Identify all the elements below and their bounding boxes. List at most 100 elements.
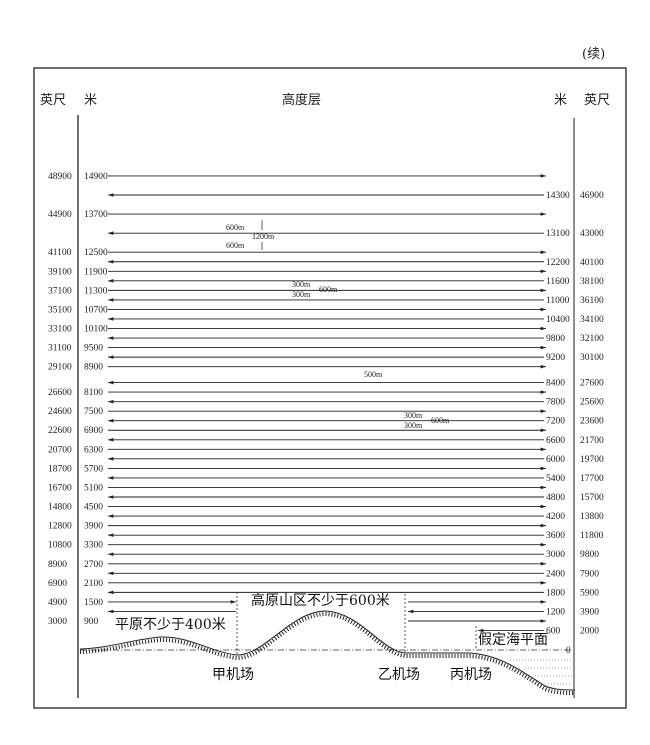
left-m-label: 10100: [84, 325, 108, 335]
left-ft-label: 22600: [48, 426, 72, 436]
airport-c-label: 丙机场: [450, 667, 492, 683]
right-ft-label: 25600: [580, 398, 604, 408]
left-ft-label: 41100: [48, 248, 72, 258]
left-ft-label: 20700: [48, 445, 72, 455]
plateau-label: 高原山区不少于600米: [251, 592, 390, 609]
left-ft-label: 4900: [48, 598, 67, 608]
levels: 48900 14900 44900 13700 41100 12500 39100 11900…: [48, 172, 604, 637]
right-m-label: 4200: [546, 512, 565, 522]
left-ft-label: 37100: [48, 286, 72, 296]
sea-level-label: 假定海平面: [478, 632, 548, 648]
right-m-label: 11000: [546, 296, 570, 306]
frame: [33, 67, 627, 709]
right-m-label: 14300: [546, 191, 570, 201]
left-m-label: 5100: [84, 483, 103, 493]
right-m-label: 9800: [546, 334, 565, 344]
right-m-label: 7200: [546, 417, 565, 427]
right-ft-label: 5900: [580, 588, 599, 598]
right-m-label: 13100: [546, 229, 570, 239]
left-ft-label: 12800: [48, 522, 72, 532]
left-m-label: 6900: [84, 426, 103, 436]
right-m-label: 6000: [546, 455, 565, 465]
left-m-label: 7500: [84, 407, 103, 417]
left-ft-label: 14800: [48, 503, 72, 513]
left-m-label: 8100: [84, 388, 103, 398]
plain-label: 平原不少于400米: [115, 617, 226, 633]
separation-annotation-3: 500m: [364, 370, 383, 379]
left-m-label: 13700: [84, 210, 108, 220]
right-ft-label: 38100: [580, 277, 604, 287]
left-m-label: 4500: [84, 503, 103, 513]
right-ft-label: 17700: [580, 474, 604, 484]
separation-annotation-1: 600m 1200m 600m: [226, 220, 275, 250]
right-m-label: 5400: [546, 474, 565, 484]
svg-text:600m: 600m: [431, 416, 450, 425]
left-m-label: 2100: [84, 579, 103, 589]
left-m-label: 11900: [84, 267, 108, 277]
right-ft-label: 13800: [580, 512, 604, 522]
right-m-label: 10400: [546, 315, 570, 325]
left-m-label: 12500: [84, 248, 108, 258]
left-m-label: 10700: [84, 305, 108, 315]
left-ft-label: 3000: [48, 617, 67, 627]
right-ft-label: 3900: [580, 607, 599, 617]
svg-text:600m: 600m: [226, 223, 245, 232]
left-ft-label: 44900: [48, 210, 72, 220]
right-m-label: 6600: [546, 436, 565, 446]
left-m-label: 1500: [84, 598, 103, 608]
right-m-label: 1200: [546, 607, 565, 617]
left-ft-label: 33100: [48, 325, 72, 335]
right-m-label: 3000: [546, 550, 565, 560]
right-ft-label: 34100: [580, 315, 604, 325]
left-ft-label: 29100: [48, 363, 72, 373]
header-title: 高度层: [282, 92, 321, 108]
right-m-label: 7800: [546, 398, 565, 408]
left-m-label: 3300: [84, 541, 103, 551]
right-ft-label: 23600: [580, 417, 604, 427]
right-ft-label: 2000: [580, 627, 599, 637]
svg-text:300m: 300m: [292, 290, 311, 299]
left-m-label: 5700: [84, 464, 103, 474]
region-dividers: [236, 592, 477, 655]
left-m-label: 8900: [84, 363, 103, 373]
left-ft-label: 24600: [48, 407, 72, 417]
separation-annotation-2: 300m 600m 300m: [292, 280, 338, 299]
continued-label: (续): [582, 47, 605, 62]
left-ft-label: 6900: [48, 579, 67, 589]
right-ft-label: 19700: [580, 455, 604, 465]
right-ft-label: 21700: [580, 436, 604, 446]
left-ft-label: 18700: [48, 464, 72, 474]
left-ft-label: 16700: [48, 483, 72, 493]
airport-b-label: 乙机场: [378, 667, 420, 683]
right-m-label: 8400: [546, 379, 565, 389]
left-ft-label: 10800: [48, 541, 72, 551]
header-left-m: 米: [84, 93, 97, 108]
left-ft-label: 48900: [48, 172, 72, 182]
header-left-ft: 英尺: [40, 93, 66, 108]
airport-a-label: 甲机场: [212, 667, 254, 683]
right-ft-label: 46900: [580, 191, 604, 201]
left-m-label: 3900: [84, 522, 103, 532]
separation-annotation-4: 300m 600m 300m: [404, 411, 450, 430]
svg-text:300m: 300m: [292, 280, 311, 289]
right-m-label: 3600: [546, 531, 565, 541]
svg-text:600m: 600m: [226, 241, 245, 250]
svg-text:1200m: 1200m: [252, 232, 275, 241]
right-m-label: 4800: [546, 493, 565, 503]
right-ft-label: 11800: [580, 531, 604, 541]
svg-text:600m: 600m: [319, 285, 338, 294]
right-ft-label: 9800: [580, 550, 599, 560]
right-ft-label: 32100: [580, 334, 604, 344]
left-m-label: 2700: [84, 560, 103, 570]
right-m-label: 12200: [546, 258, 570, 268]
svg-text:300m: 300m: [404, 421, 423, 430]
left-m-label: 6300: [84, 445, 103, 455]
left-m-label: 9500: [84, 344, 103, 354]
right-ft-label: 7900: [580, 569, 599, 579]
left-m-label: 14900: [84, 172, 108, 182]
header-right-ft: 英尺: [584, 93, 610, 108]
right-m-label: 1800: [546, 588, 565, 598]
header-right-m: 米: [554, 93, 567, 108]
left-ft-label: 26600: [48, 388, 72, 398]
